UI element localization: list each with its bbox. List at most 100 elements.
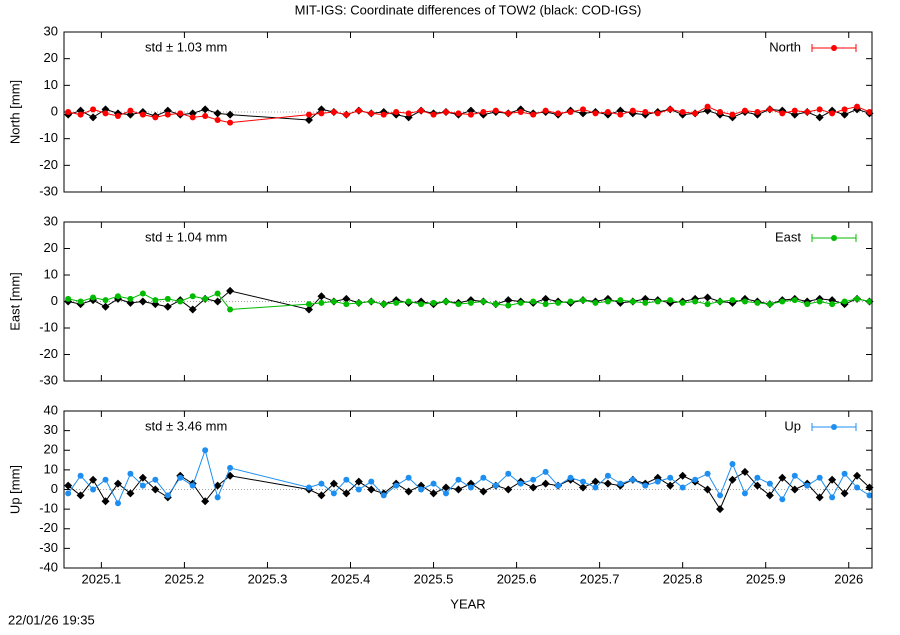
data-point: [580, 297, 587, 304]
data-point: [214, 494, 221, 501]
legend-label: Up: [784, 418, 801, 433]
data-point: [542, 301, 549, 308]
timestamp: 22/01/26 19:35: [8, 612, 95, 627]
data-point: [654, 478, 661, 485]
data-point: [629, 298, 636, 305]
data-point: [151, 485, 160, 494]
legend-key: [831, 45, 837, 51]
y-tick-label: -20: [39, 157, 58, 172]
data-point: [355, 107, 362, 114]
data-point: [530, 298, 537, 305]
data-point: [89, 113, 98, 122]
data-point: [517, 109, 524, 115]
std-annotation: std ± 1.03 mm: [145, 39, 227, 54]
data-point: [555, 299, 562, 306]
legend-key: [831, 424, 837, 430]
x-tick-label: 2025.7: [580, 571, 620, 586]
data-point: [305, 111, 312, 118]
data-point: [418, 301, 425, 308]
data-point: [754, 474, 761, 481]
data-point: [405, 110, 412, 117]
data-point: [541, 294, 550, 303]
data-point: [667, 297, 674, 304]
data-point: [317, 491, 326, 500]
data-point: [213, 297, 222, 306]
data-point: [202, 447, 209, 454]
data-point: [226, 286, 235, 295]
data-point: [530, 111, 537, 118]
data-point: [530, 476, 537, 483]
data-point: [754, 109, 761, 115]
data-point: [202, 113, 209, 119]
y-axis-label: Up [mm]: [7, 465, 22, 514]
legend-label: East: [775, 229, 801, 244]
data-point: [430, 111, 437, 118]
data-point: [654, 110, 661, 117]
data-point: [629, 107, 636, 114]
data-point: [866, 298, 873, 305]
data-point: [177, 110, 184, 117]
y-tick-label: 0: [51, 481, 58, 496]
y-tick-label: 20: [44, 240, 58, 255]
data-point: [405, 298, 412, 305]
data-point: [592, 110, 599, 117]
plot-frame: [63, 410, 873, 569]
data-point: [127, 107, 134, 114]
data-point: [226, 110, 235, 119]
y-tick-label: 10: [44, 266, 58, 281]
x-tick-label: 2025.1: [81, 571, 121, 586]
data-point: [127, 470, 134, 477]
data-point: [342, 294, 351, 303]
data-point: [102, 110, 109, 117]
data-point: [227, 119, 234, 126]
data-point: [77, 298, 84, 305]
data-point: [138, 473, 147, 482]
data-point: [741, 298, 748, 305]
y-tick-label: 40: [44, 402, 58, 417]
data-point: [89, 475, 98, 484]
data-point: [101, 302, 110, 311]
data-point: [90, 106, 97, 113]
data-point: [492, 107, 499, 114]
data-point: [829, 301, 836, 308]
data-point: [617, 111, 624, 118]
data-point: [790, 485, 799, 494]
data-point: [667, 106, 674, 113]
data-point: [343, 476, 350, 483]
data-point: [354, 477, 363, 486]
data-point: [227, 464, 234, 471]
y-tick-label: 10: [44, 77, 58, 92]
data-point: [393, 109, 400, 115]
data-point: [139, 290, 146, 297]
data-point: [692, 298, 699, 305]
data-point: [343, 111, 350, 118]
data-point: [505, 110, 512, 117]
data-point: [816, 106, 823, 113]
data-point: [791, 107, 798, 114]
plot-frame: [63, 31, 873, 193]
data-point: [716, 505, 725, 514]
data-point: [164, 295, 171, 302]
data-point: [102, 476, 109, 483]
data-point: [854, 295, 861, 302]
data-point: [405, 474, 412, 481]
data-point: [380, 301, 387, 308]
data-point: [442, 490, 449, 497]
x-tick-label: 2025.4: [331, 571, 371, 586]
data-point: [139, 482, 146, 489]
data-point: [430, 480, 437, 487]
data-point: [815, 113, 824, 122]
data-point: [304, 116, 313, 124]
data-point: [604, 298, 611, 305]
data-point: [791, 472, 798, 479]
data-point: [77, 111, 84, 118]
data-point: [213, 109, 222, 118]
data-point: [729, 460, 736, 467]
data-point: [342, 489, 351, 498]
data-point: [189, 293, 196, 300]
y-tick-label: -10: [39, 501, 58, 516]
data-point: [355, 486, 362, 493]
data-point: [305, 484, 312, 491]
data-point: [717, 109, 724, 115]
data-point: [318, 299, 325, 306]
